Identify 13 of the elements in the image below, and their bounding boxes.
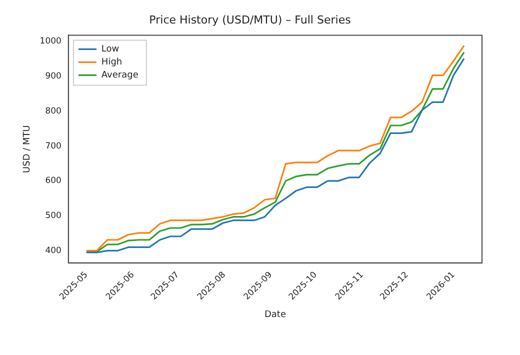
y-axis-title: USD / MTU	[22, 125, 33, 173]
legend-label: Low	[101, 44, 120, 55]
y-tick-label: 700	[45, 141, 62, 152]
chart-title: Price History (USD/MTU) – Full Series	[149, 13, 352, 26]
y-tick-label: 500	[45, 211, 62, 222]
y-tick-label: 400	[45, 246, 62, 256]
y-tick-label: 600	[45, 176, 62, 186]
x-axis-title: Date	[264, 310, 286, 320]
legend-label: High	[101, 58, 122, 68]
legend-label: Average	[101, 70, 139, 81]
y-tick-label: 900	[45, 72, 62, 82]
y-tick-label: 1000	[40, 36, 62, 47]
y-tick-label: 800	[45, 106, 62, 116]
